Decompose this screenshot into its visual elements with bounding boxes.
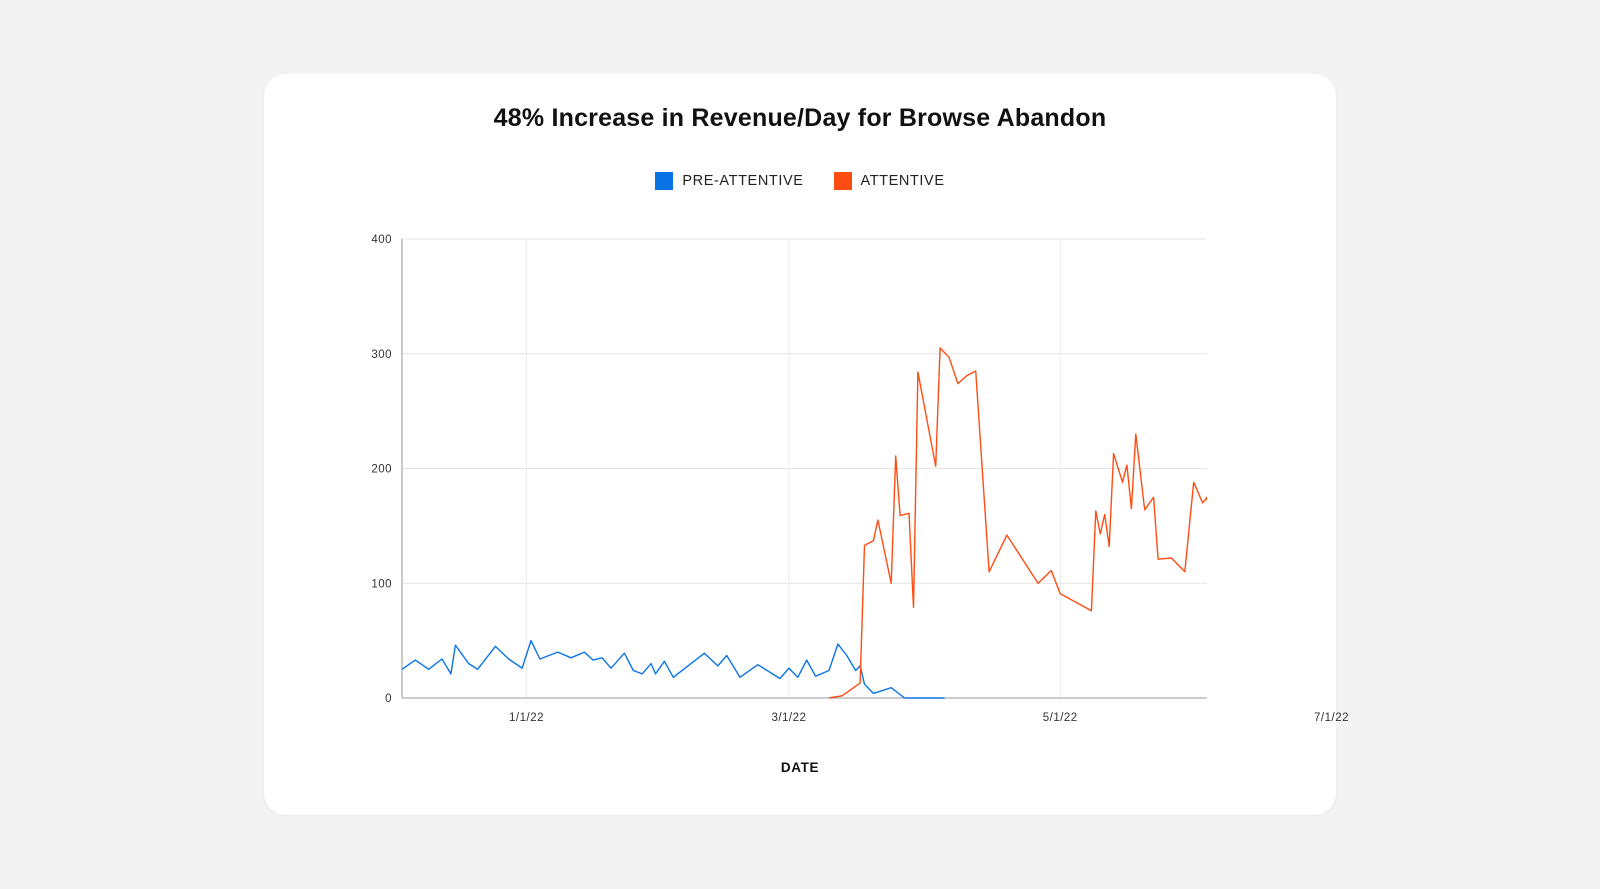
y-tick-label: 300 xyxy=(371,349,392,361)
y-tick-label: 0 xyxy=(385,693,392,705)
x-tick-label: 7/1/22 xyxy=(1314,712,1349,724)
series-line-pre-attentive xyxy=(371,641,945,698)
y-tick-label: 200 xyxy=(371,464,392,476)
x-tick-label: 5/1/22 xyxy=(1043,712,1078,724)
line-chart: 0 100 200 300 400 1/1/22 3/1/22 5/1/22 7/1/22 xyxy=(0,0,1600,889)
x-tick-label: 3/1/22 xyxy=(771,712,806,724)
x-axis-label: DATE xyxy=(0,760,1600,775)
y-tick-label: 100 xyxy=(371,578,392,590)
x-tick-label: 1/1/22 xyxy=(509,712,544,724)
series-line-attentive xyxy=(829,325,1545,698)
y-tick-label: 400 xyxy=(371,234,392,246)
